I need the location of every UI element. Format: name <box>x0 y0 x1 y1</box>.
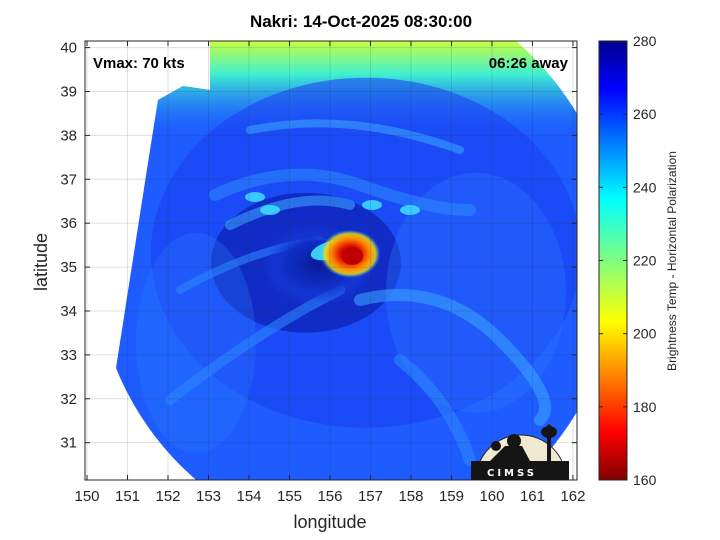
plot-frame <box>84 40 578 481</box>
colorbar-tick-label: 260 <box>633 106 657 122</box>
y-tick-label: 32 <box>60 391 77 408</box>
x-tick-label: 153 <box>196 488 221 505</box>
y-tick-label: 39 <box>60 83 77 100</box>
x-tick-label: 161 <box>520 488 545 505</box>
vmax-annotation: Vmax: 70 kts <box>93 55 185 72</box>
colorbar-tick-label: 240 <box>633 179 657 195</box>
y-tick-label: 38 <box>60 127 77 144</box>
colorbar-label: Brightness Temp - Horizontal Polarizatio… <box>665 151 679 371</box>
colorbar-tick-label: 220 <box>633 253 657 269</box>
y-tick-label: 36 <box>60 215 77 232</box>
x-tick-label: 154 <box>236 488 261 505</box>
x-tick-label: 156 <box>317 488 342 505</box>
x-tick-label: 158 <box>398 488 423 505</box>
y-tick-label: 33 <box>60 347 77 364</box>
imagery-swath <box>116 41 577 480</box>
x-tick-label: 162 <box>560 488 585 505</box>
y-tick-label: 40 <box>60 40 77 57</box>
colorbar-tick-label: 160 <box>633 472 657 488</box>
x-tick-label: 150 <box>75 488 100 505</box>
y-tick-label: 34 <box>60 303 77 320</box>
colorbar <box>598 40 628 481</box>
x-tick-label: 155 <box>277 488 302 505</box>
y-tick-label: 37 <box>60 171 77 188</box>
colorbar-tick-label: 280 <box>633 33 657 49</box>
x-tick-label: 157 <box>358 488 383 505</box>
x-tick-label: 160 <box>479 488 504 505</box>
satellite-dish-icon <box>507 434 521 448</box>
grid-lines <box>85 41 577 480</box>
colorbar-tick-label: 180 <box>633 399 657 415</box>
y-tick-label: 31 <box>60 435 77 452</box>
y-axis: 31 32 33 34 35 36 37 38 39 40 <box>60 40 577 452</box>
cimss-logo: CIMSS <box>471 424 569 481</box>
x-axis: 150 151 152 153 154 155 156 157 158 159 160 161 162 <box>75 41 585 505</box>
logo-text: CIMSS <box>487 468 537 479</box>
colorbar-tick-label: 200 <box>633 326 657 342</box>
x-tick-label: 159 <box>439 488 464 505</box>
x-axis-label: longitude <box>293 512 366 532</box>
chart-title: Nakri: 14-Oct-2025 08:30:00 <box>250 12 472 31</box>
y-tick-label: 35 <box>60 259 77 276</box>
time-away-annotation: 06:26 away <box>489 55 569 72</box>
x-tick-label: 151 <box>115 488 140 505</box>
colorbar-ticks: 160 180 200 220 240 260 280 <box>599 33 657 488</box>
y-axis-label: latitude <box>31 233 51 291</box>
x-tick-label: 152 <box>155 488 180 505</box>
